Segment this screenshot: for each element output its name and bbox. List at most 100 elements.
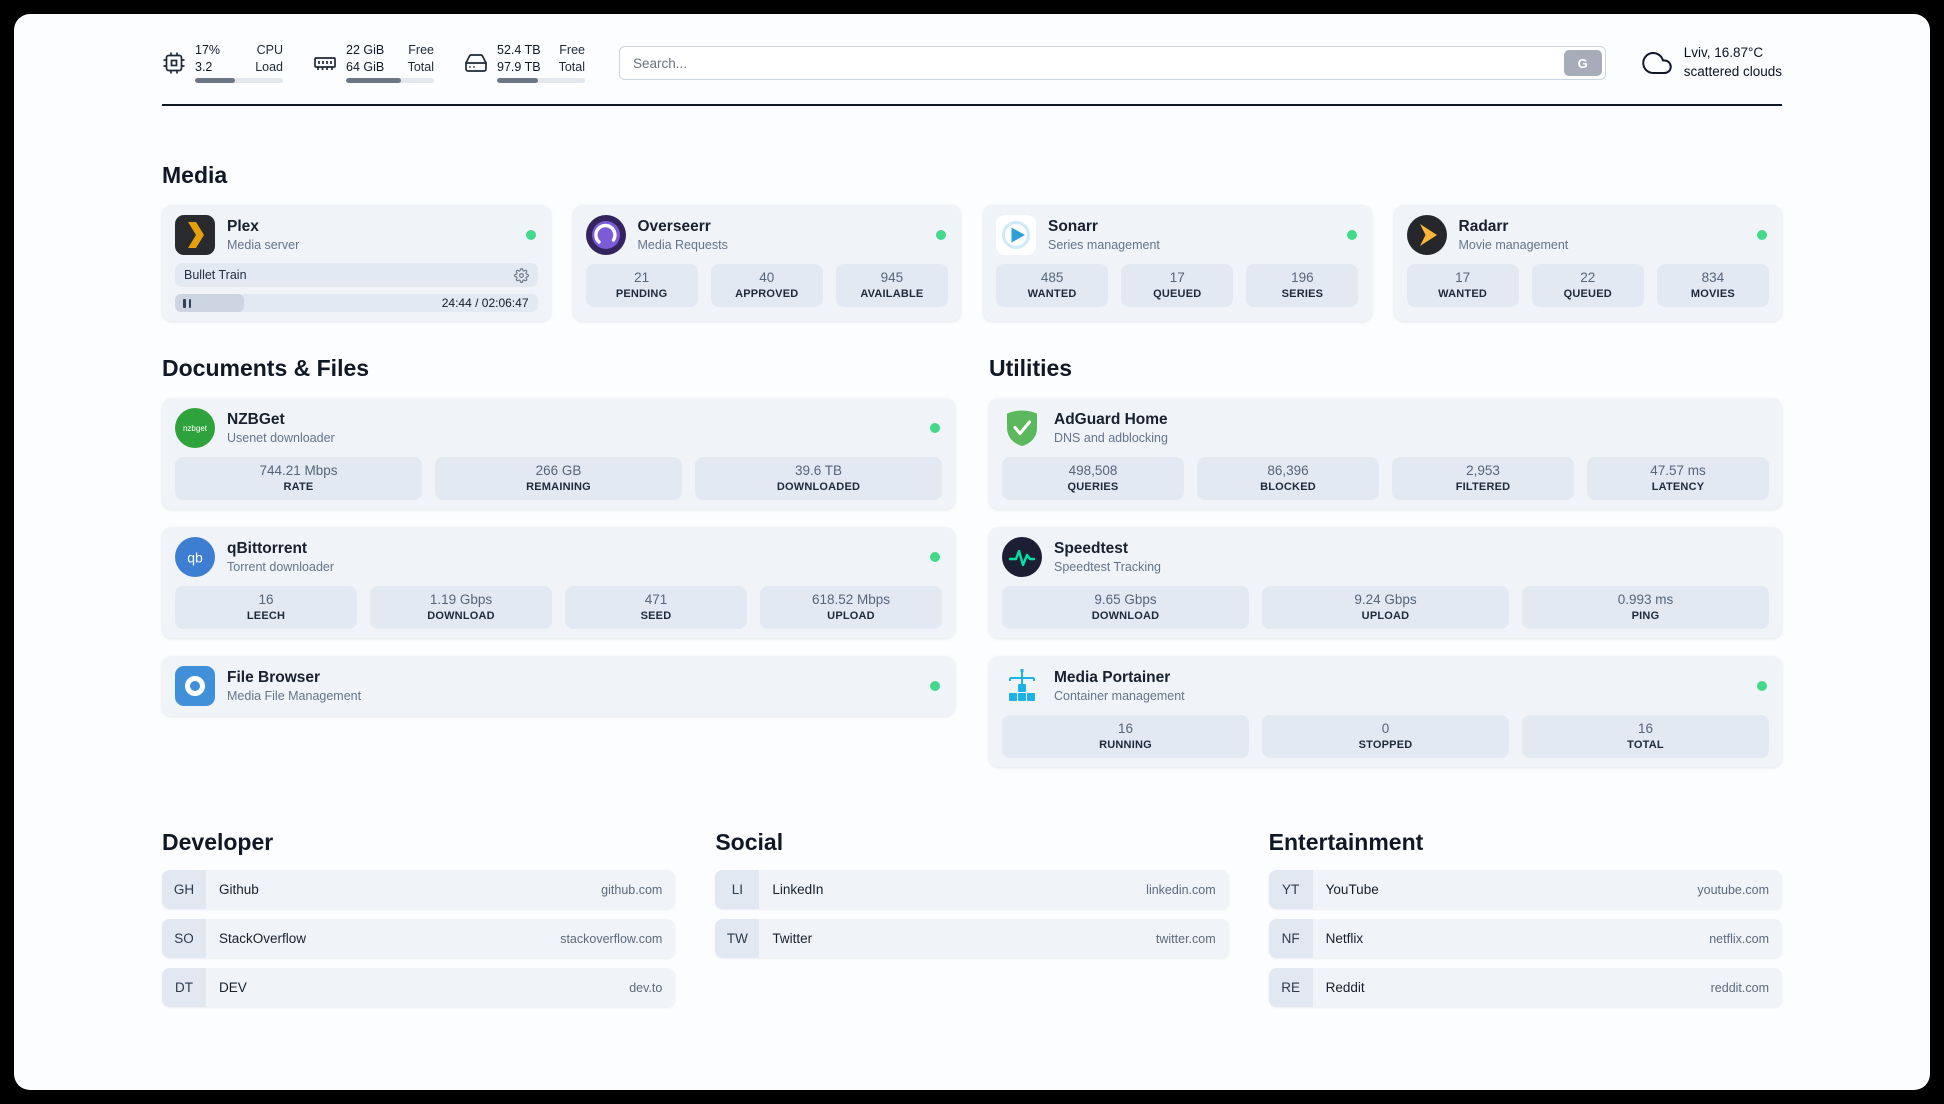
bookmark-linkedin[interactable]: LI LinkedIn linkedin.com (715, 870, 1229, 909)
service-subtitle: Torrent downloader (227, 560, 335, 574)
memory-ram-icon (313, 51, 337, 75)
memory-total-value: 64 GiB (346, 60, 385, 74)
plex-icon (175, 215, 215, 255)
disk-progressbar (497, 78, 585, 84)
service-subtitle: Movie management (1458, 238, 1569, 252)
bookmark-twitter[interactable]: TW Twitter twitter.com (715, 919, 1229, 958)
playback-progressbar[interactable]: 24:44 / 02:06:47 (175, 294, 538, 312)
media-section: Media Plex Media server Bullet Train (162, 162, 1782, 321)
bookmark-domain: dev.to (629, 980, 663, 995)
bookmark-abbr: DT (162, 968, 206, 1007)
cpu-label: CPU (256, 42, 283, 57)
bookmark-abbr: YT (1268, 870, 1313, 909)
stat-box: 196 SERIES (1246, 264, 1359, 307)
disk-drive-icon (464, 51, 488, 75)
service-card-overseerr[interactable]: Overseerr Media Requests 21 PENDING 40 A… (572, 205, 961, 321)
bookmark-domain: twitter.com (1155, 931, 1216, 946)
bookmark-abbr: LI (715, 870, 760, 909)
cpu-widget: 17% 3.2 CPU Load (162, 43, 283, 84)
speedtest-pulse-icon (1002, 537, 1042, 577)
bookmarks-section: Developer GH Github github.com SO StackO… (162, 829, 1782, 1017)
disk-widget: 52.4 TB 97.9 TB Free Total (464, 43, 585, 84)
bookmark-netflix[interactable]: NF Netflix netflix.com (1268, 919, 1782, 958)
documents-section: Documents & Files nzbget NZBGet Usenet d… (162, 355, 955, 767)
section-title-documents: Documents & Files (162, 355, 370, 381)
cpu-chip-icon (162, 51, 186, 75)
bookmark-domain: stackoverflow.com (560, 931, 663, 946)
disk-free-value: 52.4 TB (497, 42, 541, 57)
stat-box: 47.57 ms LATENCY (1587, 457, 1769, 500)
bookmark-github[interactable]: GH Github github.com (162, 870, 676, 909)
service-subtitle: Media File Management (227, 689, 362, 703)
disk-total-value: 97.9 TB (497, 60, 541, 74)
bookmark-reddit[interactable]: RE Reddit reddit.com (1268, 968, 1782, 1007)
service-card-radarr[interactable]: Radarr Movie management 17 WANTED 22 QUE… (1393, 205, 1782, 321)
system-widgets: 17% 3.2 CPU Load (162, 43, 585, 84)
bookmark-domain: linkedin.com (1146, 882, 1216, 897)
bookmark-name: LinkedIn (772, 882, 824, 897)
service-subtitle: Media Requests (637, 238, 728, 252)
bookmark-group-developer: Developer GH Github github.com SO StackO… (162, 829, 676, 1017)
service-title: AdGuard Home (1054, 411, 1168, 428)
service-title: NZBGet (227, 411, 285, 428)
section-title-social: Social (715, 829, 784, 855)
qbittorrent-icon: qb (175, 537, 215, 577)
status-dot (930, 681, 940, 691)
cpu-percent-value: 17% (195, 42, 221, 57)
stat-box: 0.993 ms PING (1522, 586, 1769, 629)
service-card-nzbget[interactable]: nzbget NZBGet Usenet downloader 744.21 M… (162, 398, 955, 509)
svg-text:qb: qb (187, 550, 203, 566)
stat-box: 834 MOVIES (1656, 264, 1769, 307)
adguard-shield-icon (1002, 408, 1042, 448)
portainer-crane-icon (1002, 666, 1042, 706)
nzbget-icon: nzbget (175, 408, 215, 448)
service-title: qBittorrent (227, 540, 308, 557)
stat-box: 945 AVAILABLE (835, 264, 948, 307)
stat-box: 86,396 BLOCKED (1197, 457, 1379, 500)
playback-time: 24:44 / 02:06:47 (441, 296, 529, 310)
stat-box: 1.19 Gbps DOWNLOAD (370, 586, 552, 629)
bookmark-youtube[interactable]: YT YouTube youtube.com (1268, 870, 1782, 909)
bookmark-abbr: SO (162, 919, 206, 958)
cpu-load-value: 3.2 (195, 60, 213, 74)
settings-gear-icon[interactable] (513, 267, 529, 283)
memory-widget: 22 GiB 64 GiB Free Total (313, 43, 434, 84)
bookmark-name: Netflix (1325, 931, 1364, 946)
bookmark-name: YouTube (1325, 882, 1379, 897)
status-dot (1346, 230, 1357, 240)
bookmark-name: DEV (219, 980, 247, 995)
service-card-portainer[interactable]: Media Portainer Container management 16 … (989, 656, 1782, 767)
service-card-filebrowser[interactable]: File Browser Media File Management (162, 656, 955, 716)
service-title: Sonarr (1048, 218, 1098, 235)
filebrowser-icon (175, 666, 215, 706)
service-card-sonarr[interactable]: Sonarr Series management 485 WANTED 17 Q… (983, 205, 1372, 321)
service-title: Speedtest (1054, 540, 1129, 557)
service-card-plex[interactable]: Plex Media server Bullet Train 24:44 / 0… (162, 205, 551, 321)
bookmark-dev[interactable]: DT DEV dev.to (162, 968, 676, 1007)
bookmark-abbr: NF (1268, 919, 1313, 958)
pause-icon[interactable] (183, 294, 191, 312)
service-title: Radarr (1458, 218, 1509, 235)
stat-box: 16 TOTAL (1522, 715, 1769, 758)
service-card-qbittorrent[interactable]: qb qBittorrent Torrent downloader 16 LEE… (162, 527, 955, 638)
weather-location: Lviv, 16.87°C (1683, 45, 1764, 61)
sonarr-icon (996, 215, 1036, 255)
search-engine-button[interactable]: G (1563, 50, 1602, 76)
stat-box: 22 QUEUED (1531, 264, 1644, 307)
stat-box: 39.6 TB DOWNLOADED (695, 457, 942, 500)
stat-box: 17 WANTED (1406, 264, 1519, 307)
stat-box: 2,953 FILTERED (1392, 457, 1574, 500)
bookmark-domain: youtube.com (1697, 882, 1769, 897)
bookmark-stackoverflow[interactable]: SO StackOverflow stackoverflow.com (162, 919, 676, 958)
service-card-speedtest[interactable]: Speedtest Speedtest Tracking 9.65 Gbps D… (989, 527, 1782, 638)
bookmark-domain: reddit.com (1710, 980, 1769, 995)
bookmark-abbr: GH (162, 870, 206, 909)
service-card-adguard[interactable]: AdGuard Home DNS and adblocking 498,508 … (989, 398, 1782, 509)
stat-box: 17 QUEUED (1121, 264, 1234, 307)
bookmark-abbr: TW (715, 919, 760, 958)
bookmark-domain: netflix.com (1709, 931, 1769, 946)
memory-free-label: Free (408, 42, 434, 57)
topbar-divider (162, 104, 1782, 106)
search-input[interactable] (623, 49, 1564, 77)
status-dot (525, 230, 536, 240)
